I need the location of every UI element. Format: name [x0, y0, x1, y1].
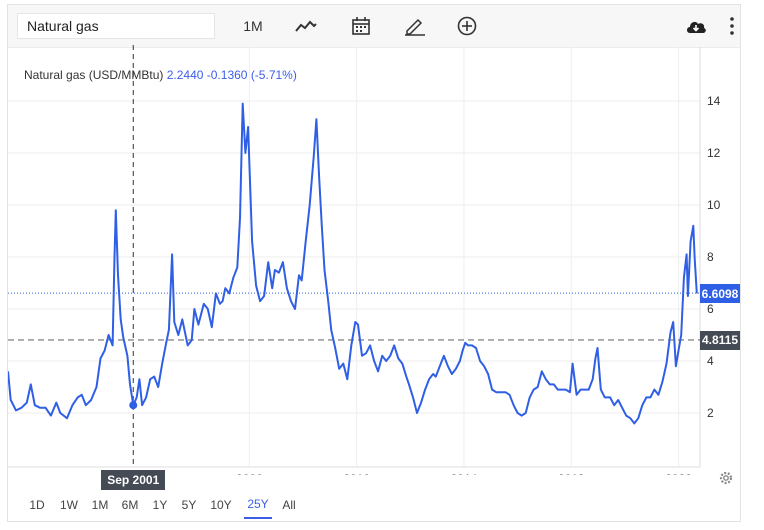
chart-widget: Natural gas 1M Natural gas (USD/MMBtu) 2… — [7, 4, 741, 522]
add-circle-icon[interactable] — [454, 15, 480, 37]
crosshair-marker — [129, 401, 138, 410]
chart-legend: Natural gas (USD/MMBtu) 2.2440 -0.1360 (… — [24, 68, 297, 82]
symbol-search-input[interactable]: Natural gas — [17, 13, 215, 39]
range-selector: 1D 1W 1M 6M 1Y 5Y 10Y 25Y All — [8, 491, 740, 521]
y-tick-label: 8 — [707, 250, 714, 264]
legend-change-pct: (-5.71%) — [250, 68, 297, 82]
y-tick-label: 10 — [707, 198, 721, 212]
y-tick-label: 14 — [707, 94, 721, 108]
range-button-1m[interactable]: 1M — [91, 498, 109, 512]
range-button-1d[interactable]: 1D — [29, 498, 45, 512]
y-tick-label: 6 — [707, 302, 714, 316]
last-price-badge: 6.6098 — [700, 284, 740, 304]
x-tick-label: 2014 — [451, 472, 478, 475]
legend-series-name: Natural gas (USD/MMBtu) — [24, 68, 164, 82]
range-button-5y[interactable]: 5Y — [181, 498, 197, 512]
price-line — [8, 102, 698, 425]
crosshair-date-badge: Sep 2001 — [101, 470, 166, 490]
range-button-1w[interactable]: 1W — [60, 498, 78, 512]
interval-button[interactable]: 1M — [243, 18, 263, 34]
more-vertical-icon[interactable] — [724, 15, 740, 37]
line-chart-icon[interactable] — [293, 15, 319, 37]
cloud-download-icon[interactable] — [683, 15, 709, 37]
reference-price-badge: 4.8115 — [700, 330, 740, 350]
calendar-icon[interactable] — [348, 15, 374, 37]
x-tick-label: 2018 — [558, 472, 585, 475]
toolbar: Natural gas 1M — [8, 5, 740, 48]
legend-last-value: 2.2440 — [166, 68, 204, 82]
range-button-1y[interactable]: 1Y — [152, 498, 168, 512]
range-button-all[interactable]: All — [282, 498, 296, 512]
legend-change: -0.1360 — [206, 68, 248, 82]
x-tick-label: 2006 — [236, 472, 263, 475]
range-button-25y[interactable]: 25Y — [244, 491, 272, 519]
y-tick-label: 12 — [707, 146, 721, 160]
price-chart[interactable]: 2 4 6 8 10 12 14 2006 2010 2014 2018 2022 — [8, 5, 740, 475]
range-button-10y[interactable]: 10Y — [210, 498, 232, 512]
range-button-6m[interactable]: 6M — [121, 498, 139, 512]
x-tick-label: 2022 — [665, 472, 692, 475]
y-tick-label: 2 — [707, 406, 714, 420]
x-tick-label: 2010 — [343, 472, 370, 475]
settings-gear-icon[interactable] — [716, 468, 736, 488]
pencil-icon[interactable] — [402, 15, 428, 37]
y-tick-label: 4 — [707, 354, 714, 368]
